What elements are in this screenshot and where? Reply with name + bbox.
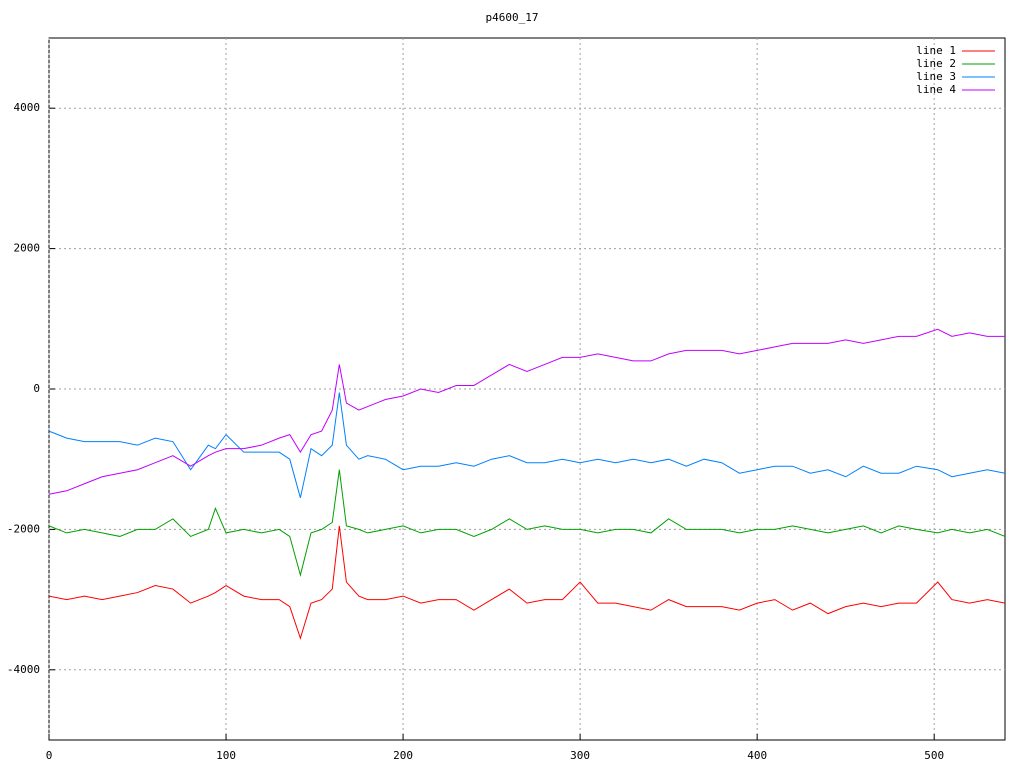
x-tick-label: 0 [46, 749, 53, 762]
y-tick-label: 0 [33, 382, 40, 395]
legend-label: line 3 [916, 70, 956, 83]
x-tick-label: 500 [924, 749, 944, 762]
x-tick-label: 100 [216, 749, 236, 762]
y-tick-label: -2000 [7, 522, 40, 535]
data-line [48, 525, 1006, 640]
x-tick-label: 200 [393, 749, 413, 762]
y-tick-label: -4000 [7, 663, 40, 676]
legend-label: line 2 [916, 57, 956, 70]
data-line [48, 328, 1005, 495]
data-line [48, 392, 1006, 498]
x-tick-label: 300 [570, 749, 590, 762]
legend-label: line 4 [916, 83, 956, 96]
data-line [48, 469, 1006, 577]
legend-label: line 1 [916, 44, 956, 57]
chart-title: p4600_17 [486, 11, 539, 24]
y-tick-label: 2000 [14, 242, 41, 255]
x-tick-label: 400 [747, 749, 767, 762]
y-tick-label: 4000 [14, 101, 41, 114]
